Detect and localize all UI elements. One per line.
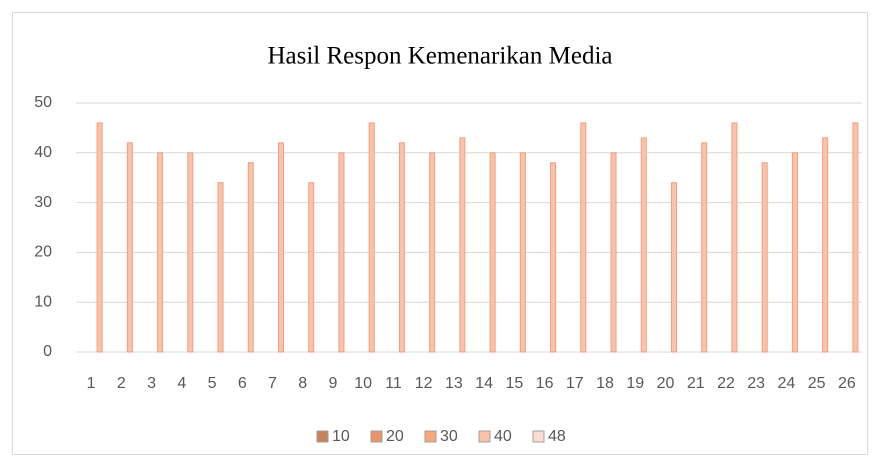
bar xyxy=(157,152,164,353)
x-tick-label: 20 xyxy=(657,375,675,392)
x-tick-label: 1 xyxy=(87,375,96,392)
legend-swatch xyxy=(532,430,545,443)
bar xyxy=(338,152,345,353)
legend-label: 40 xyxy=(494,428,512,445)
bar xyxy=(852,122,859,353)
bar xyxy=(791,152,798,353)
x-tick-label: 13 xyxy=(445,375,463,392)
bar xyxy=(519,152,526,353)
x-tick-label: 4 xyxy=(177,375,186,392)
bar xyxy=(761,162,768,353)
bar xyxy=(278,142,284,353)
bar xyxy=(701,142,708,353)
legend-label: 48 xyxy=(548,428,566,445)
bar xyxy=(459,137,466,353)
x-tick-label: 7 xyxy=(268,375,277,392)
bar xyxy=(308,182,315,353)
x-tick-label: 12 xyxy=(415,375,433,392)
x-tick-label: 16 xyxy=(536,375,554,392)
bar xyxy=(217,182,224,353)
bar xyxy=(731,122,738,353)
bar xyxy=(489,152,496,353)
bar xyxy=(398,142,405,353)
legend-swatch xyxy=(316,430,329,443)
x-tick-label: 18 xyxy=(596,375,614,392)
bar xyxy=(822,137,829,353)
chart-border xyxy=(12,12,868,455)
x-tick-label: 2 xyxy=(117,375,126,392)
bar xyxy=(187,152,194,353)
x-tick-label: 6 xyxy=(238,375,247,392)
x-tick-label: 8 xyxy=(298,375,307,392)
x-tick-label: 17 xyxy=(566,375,584,392)
x-tick-label: 5 xyxy=(208,375,217,392)
bar xyxy=(126,142,133,353)
y-tick-label: 50 xyxy=(34,94,52,111)
x-tick-label: 23 xyxy=(747,375,765,392)
y-tick-label: 30 xyxy=(34,194,52,211)
bar xyxy=(247,162,254,353)
y-tick-label: 40 xyxy=(34,144,52,161)
bar xyxy=(640,137,647,353)
x-tick-label: 3 xyxy=(147,375,156,392)
y-tick-label: 20 xyxy=(34,244,52,261)
legend-swatch xyxy=(424,430,437,443)
y-tick-label: 0 xyxy=(43,343,52,360)
legend-swatch xyxy=(370,430,383,443)
legend-label: 10 xyxy=(332,428,350,445)
x-tick-label: 9 xyxy=(329,375,338,392)
bar xyxy=(671,182,677,353)
bar xyxy=(96,122,103,353)
x-tick-label: 26 xyxy=(838,375,856,392)
bar xyxy=(368,122,375,353)
x-tick-label: 21 xyxy=(687,375,705,392)
x-tick-label: 25 xyxy=(808,375,826,392)
x-tick-label: 22 xyxy=(717,375,735,392)
bar xyxy=(610,152,617,353)
legend-label: 20 xyxy=(386,428,404,445)
x-tick-label: 19 xyxy=(626,375,644,392)
bar xyxy=(429,152,436,353)
y-tick-label: 10 xyxy=(34,293,52,310)
x-tick-label: 15 xyxy=(505,375,523,392)
x-tick-label: 24 xyxy=(778,375,796,392)
legend-swatch xyxy=(478,430,491,443)
chart-title: Hasil Respon Kemenarikan Media xyxy=(267,43,612,70)
bar xyxy=(550,162,557,353)
legend-label: 30 xyxy=(440,428,458,445)
x-tick-label: 14 xyxy=(475,375,493,392)
x-tick-label: 11 xyxy=(385,375,402,392)
bar xyxy=(580,122,587,353)
x-tick-label: 10 xyxy=(354,375,372,392)
